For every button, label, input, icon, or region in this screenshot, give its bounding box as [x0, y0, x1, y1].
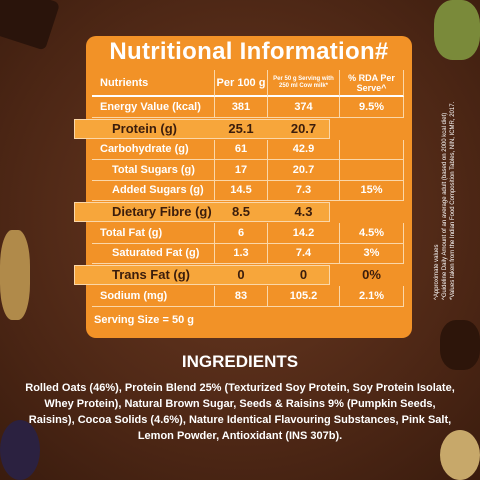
value-cell: 42.9	[268, 139, 340, 160]
header-cell: Per 100 g	[215, 70, 268, 97]
header-cell: Nutrients	[92, 70, 215, 97]
nutrient-cell: Carbohydrate (g)	[92, 139, 215, 160]
value-cell: 6	[215, 223, 268, 244]
ingredients-title: INGREDIENTS	[181, 352, 299, 371]
value-cell: 20.7	[290, 120, 317, 136]
value-cell: 14.2	[268, 223, 340, 244]
nutrient-cell: Total Sugars (g)	[92, 160, 215, 181]
value-cell: 9.5%	[340, 97, 404, 118]
value-cell: 61	[215, 139, 268, 160]
nutrition-panel	[86, 36, 412, 338]
footnote: *Values taken from the Indian Food Compo…	[450, 101, 456, 300]
nutrient-cell: Sodium (mg)	[92, 286, 215, 307]
value-cell: 7.4	[268, 243, 340, 264]
value-cell: 4.5%	[340, 223, 404, 244]
empty-cell	[340, 139, 404, 160]
value-cell: 3%	[340, 243, 404, 264]
empty-cell	[340, 118, 404, 140]
header-cell: % RDA Per Serve^	[340, 70, 404, 97]
value-cell: 17	[215, 160, 268, 181]
value-cell: 381	[215, 97, 268, 118]
value-cell: 20.7	[268, 160, 340, 181]
ingredients-text: Rolled Oats (46%), Protein Blend 25% (Te…	[25, 382, 455, 442]
value-cell: 0	[299, 267, 308, 282]
nutrient-cell: Added Sugars (g)	[92, 180, 215, 201]
highlight-band	[74, 202, 330, 222]
footnote: ^Approximate values	[434, 244, 440, 300]
value-cell: 83	[215, 286, 268, 307]
footnote: ^Guideline Daily Amount of an average ad…	[442, 112, 448, 300]
nutrient-cell: Total Fat (g)	[92, 223, 215, 244]
footnotes: ^Approximate values ^Guideline Daily Amou…	[434, 102, 456, 360]
value-cell: 1.3	[215, 243, 268, 264]
nutrient-cell: Dietary Fibre (g)	[112, 204, 212, 219]
raisins-image	[0, 420, 40, 480]
empty-cell	[340, 201, 404, 223]
value-cell: 0%	[362, 267, 381, 282]
value-cell: 14.5	[215, 180, 268, 201]
highlight-band	[74, 265, 330, 285]
serving-size: Serving Size = 50 g	[94, 314, 194, 326]
value-cell: 8.5	[231, 204, 251, 219]
table-title: Nutritional Information#	[109, 38, 389, 65]
nutrient-cell: Energy Value (kcal)	[92, 97, 215, 118]
header-cell: Per 50 g Serving with 250 ml Cow milk*	[268, 70, 340, 97]
value-cell: 4.3	[294, 204, 313, 219]
value-cell: 25.1	[228, 120, 254, 136]
oats-image	[440, 430, 480, 480]
value-cell: 105.2	[268, 286, 340, 307]
value-cell: 374	[268, 97, 340, 118]
highlight-band	[74, 118, 330, 139]
value-cell: 0	[237, 267, 245, 282]
nutrient-cell: Trans Fat (g)	[112, 267, 191, 282]
nutrient-cell: Saturated Fat (g)	[92, 243, 215, 264]
seeds-image	[434, 0, 480, 60]
value-cell: 15%	[340, 180, 404, 201]
value-cell: 7.3	[268, 180, 340, 201]
oats-image	[0, 230, 30, 320]
empty-cell	[340, 160, 404, 181]
nutrient-cell: Protein (g)	[112, 120, 177, 136]
chocolate-curl-image	[440, 320, 480, 370]
value-cell: 2.1%	[340, 286, 404, 307]
